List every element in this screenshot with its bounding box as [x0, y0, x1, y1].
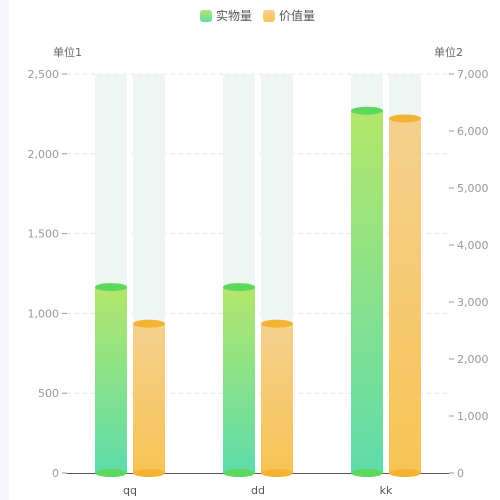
right-axis-tick-label: 2,000: [457, 353, 489, 366]
right-axis-tick-label: 6,000: [457, 125, 489, 138]
bar-right-dd[interactable]: [261, 323, 293, 473]
bar-top-cap: [223, 283, 255, 292]
right-axis-tick-label: 1,000: [457, 410, 489, 423]
right-axis-tick-label: 4,000: [457, 239, 489, 252]
legend-swatch-1[interactable]: [200, 10, 212, 22]
bar-left-qq[interactable]: [95, 287, 127, 473]
left-axis-tick-label: 0: [52, 467, 59, 480]
bar-right-qq[interactable]: [133, 323, 165, 473]
right-axis-tick-label: 3,000: [457, 296, 489, 309]
left-axis-tick-label: 500: [38, 387, 59, 400]
left-axis-tick-label: 2,000: [28, 148, 60, 161]
left-axis-tick-label: 1,000: [28, 307, 60, 320]
right-axis-tick-label: 7,000: [457, 68, 489, 81]
left-axis-tick-label: 1,500: [28, 228, 60, 241]
legend-label-1: 实物量: [216, 8, 252, 23]
bar-top-cap: [351, 106, 383, 115]
bar-top-cap: [389, 114, 421, 123]
legend-label-2: 价值量: [279, 8, 315, 23]
bar-left-dd[interactable]: [223, 287, 255, 473]
bar-left-kk[interactable]: [351, 110, 383, 473]
bar-bottom-cap: [133, 469, 165, 477]
right-axis-tick-label: 5,000: [457, 182, 489, 195]
bar-bottom-cap: [95, 469, 127, 477]
bar-bottom-cap: [389, 469, 421, 477]
legend-swatch-2[interactable]: [263, 10, 275, 22]
bar-bottom-cap: [261, 469, 293, 477]
chart-card: 0 500 1,000 1,500 2,000 2,500 0 1,000 2,000 3,000…: [9, 0, 500, 500]
right-axis-tick-label: 0: [457, 467, 464, 480]
bar-right-kk[interactable]: [389, 118, 421, 474]
right-axis-unit-label: 单位2: [434, 45, 463, 59]
bar-bottom-cap: [223, 469, 255, 477]
bar-chart: 0 500 1,000 1,500 2,000 2,500 0 1,000 2,000 3,000…: [28, 8, 489, 497]
bar-top-cap: [133, 319, 165, 328]
left-axis-unit-label: 单位1: [53, 45, 82, 59]
bar-bottom-cap: [351, 469, 383, 477]
x-axis-category-label: kk: [380, 484, 393, 497]
left-axis-tick-label: 2,500: [28, 68, 60, 81]
x-axis-category-label: dd: [251, 484, 265, 497]
x-axis-category-label: qq: [123, 484, 137, 497]
bar-top-cap: [95, 283, 127, 292]
bar-top-cap: [261, 319, 293, 328]
